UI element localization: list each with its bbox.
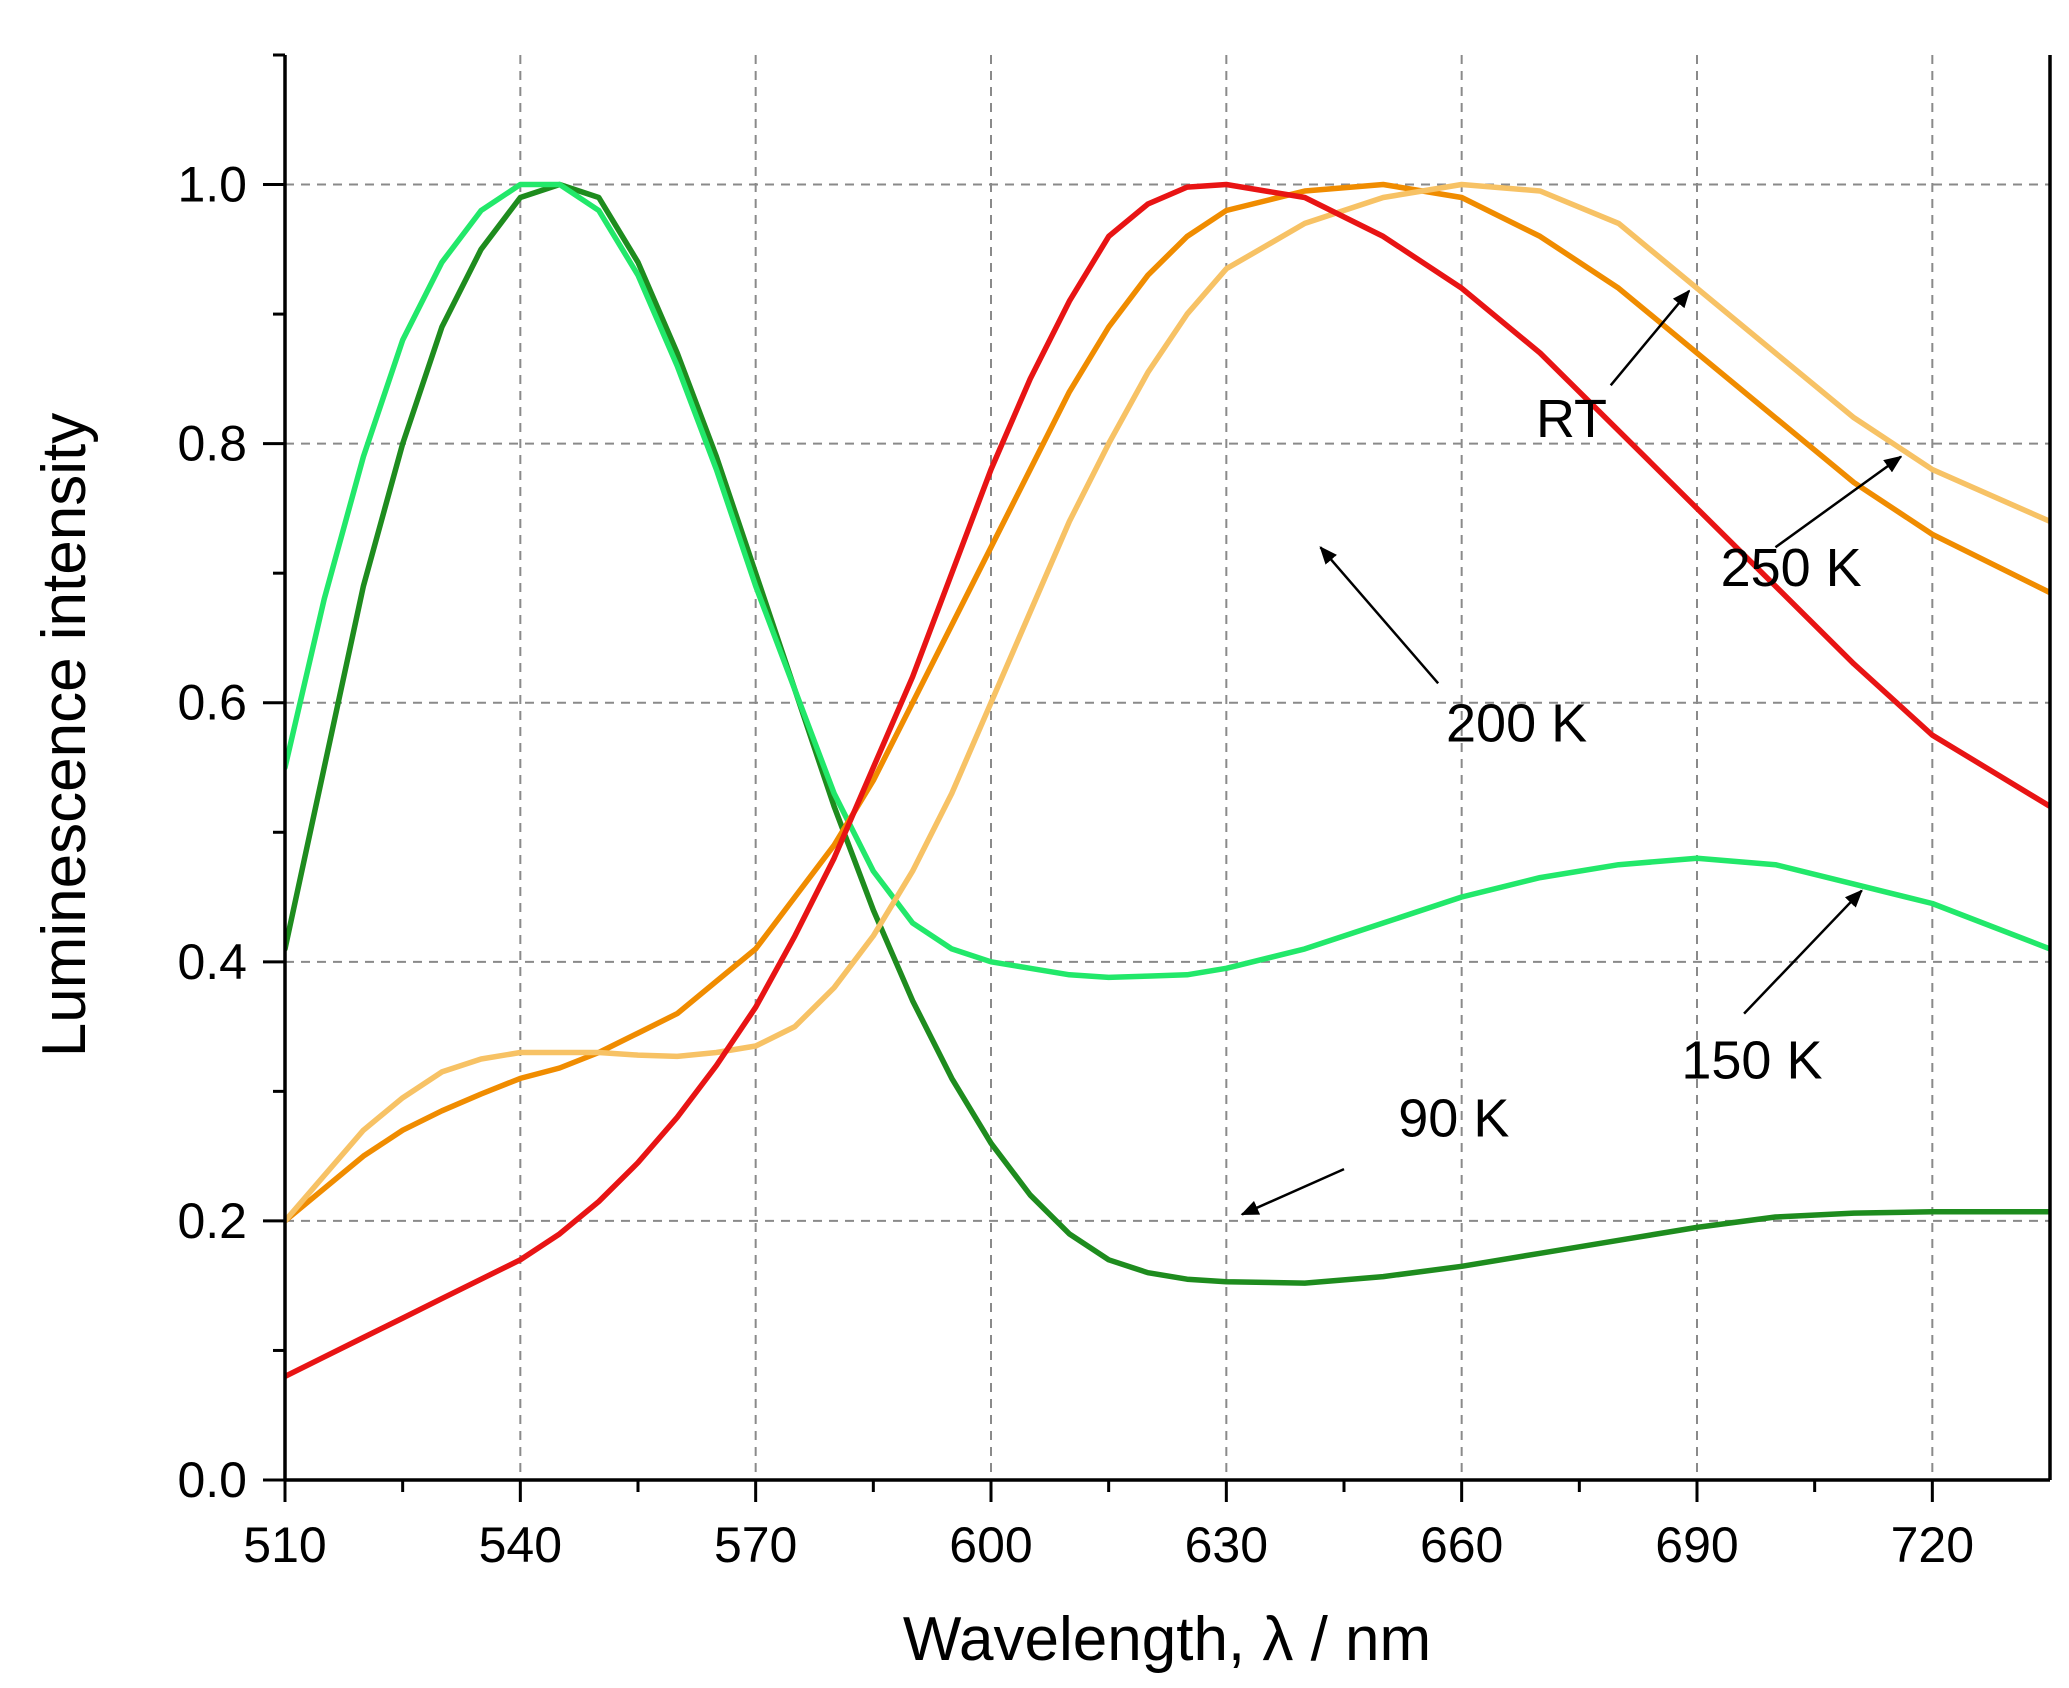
y-tick-label-0.4: 0.4 (177, 934, 247, 990)
series-line-150-k (285, 181, 2050, 981)
x-tick-label-510: 510 (243, 1517, 326, 1573)
series-line-250-k (285, 181, 2050, 1224)
annotation-200-k: 200 K (1446, 694, 1587, 754)
x-tick-label-630: 630 (1185, 1517, 1268, 1573)
x-tick-label-660: 660 (1420, 1517, 1503, 1573)
grid (285, 55, 2050, 1480)
x-tick-label-600: 600 (949, 1517, 1032, 1573)
annotation-arrow-90-k (1240, 1167, 1345, 1216)
annotation-arrow-rt (1609, 289, 1691, 387)
y-tick-label-0.6: 0.6 (177, 675, 247, 731)
y-tick-label-1: 1.0 (177, 157, 247, 213)
annotation-arrow-200-k (1319, 546, 1440, 685)
y-axis-title: Luminescence intensity (30, 413, 99, 1057)
series-line-90-k (285, 181, 2050, 1286)
annotations: RT 250 K 200 K 150 K 90 K (1240, 289, 1903, 1216)
y-tick-label-0.8: 0.8 (177, 416, 247, 472)
series-line-rt (285, 181, 2050, 1380)
x-tick-label-720: 720 (1891, 1517, 1974, 1573)
annotation-90-k: 90 K (1398, 1089, 1509, 1149)
series-group (285, 181, 2050, 1380)
annotation-arrow-150-k (1743, 889, 1863, 1015)
axes: 510 540 570 600 630 660 690 720 0.0 0.2 0.4 0.6 0.8 1… (177, 53, 2052, 1573)
x-axis-title: Wavelength, λ / nm (903, 1605, 1431, 1674)
annotation-arrow-250-k (1774, 455, 1903, 549)
series-line-200-k (285, 181, 2050, 1224)
y-tick-label-0: 0.0 (177, 1452, 247, 1508)
annotation-rt: RT (1536, 389, 1607, 449)
annotation-150-k: 150 K (1681, 1030, 1822, 1090)
y-tick-label-0.2: 0.2 (177, 1193, 247, 1249)
x-tick-label-690: 690 (1655, 1517, 1738, 1573)
x-tick-label-540: 540 (479, 1517, 562, 1573)
annotation-250-k: 250 K (1721, 538, 1862, 598)
x-tick-label-570: 570 (714, 1517, 797, 1573)
